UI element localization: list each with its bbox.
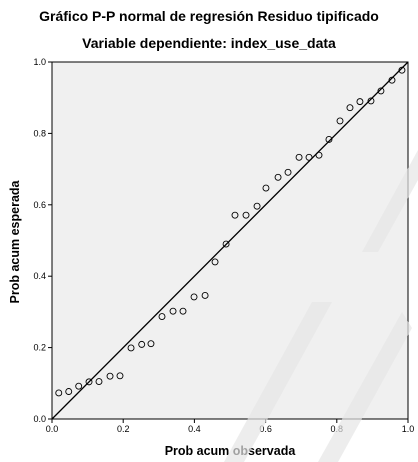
y-tick-label: 0.4 <box>33 271 46 281</box>
data-points <box>55 66 406 397</box>
data-point <box>284 168 292 176</box>
data-point <box>106 372 114 380</box>
data-point <box>336 117 344 125</box>
x-tick-label: 0.0 <box>46 424 59 434</box>
data-point <box>201 292 209 299</box>
data-point <box>315 151 323 159</box>
data-point <box>305 153 313 161</box>
x-tick-label: 0.4 <box>188 424 201 434</box>
data-point <box>356 98 364 106</box>
data-point <box>377 87 385 95</box>
reference-line <box>51 61 409 420</box>
chart-subtitle: Variable dependiente: index_use_data <box>82 35 336 51</box>
data-point <box>85 378 93 386</box>
data-point <box>274 173 282 181</box>
y-axis-label: Prob acum esperada <box>8 180 22 304</box>
data-point <box>262 184 270 192</box>
data-point <box>231 211 239 219</box>
x-tick-label: 1.0 <box>402 424 415 434</box>
data-point <box>211 258 219 266</box>
data-point <box>398 66 406 74</box>
data-point <box>75 382 83 390</box>
data-point <box>147 340 155 348</box>
data-point <box>242 211 250 219</box>
data-point <box>179 307 187 315</box>
data-point <box>158 313 166 320</box>
data-point <box>169 307 177 315</box>
data-point <box>95 378 103 385</box>
y-tick-label: 1.0 <box>33 57 46 67</box>
x-axis-ticks: 0.0 0.2 0.4 0.6 0.8 1.0 <box>46 419 415 434</box>
chart-title: Gráfico P-P normal de regresión Residuo … <box>39 8 379 24</box>
x-tick-label: 0.2 <box>117 424 130 434</box>
data-point <box>253 202 261 210</box>
y-axis-ticks: 0.0 0.2 0.4 0.6 0.8 1.0 <box>33 57 52 424</box>
x-tick-label: 0.6 <box>259 424 272 434</box>
data-point <box>346 104 354 112</box>
y-tick-label: 0.0 <box>33 414 46 424</box>
data-point <box>190 293 198 301</box>
data-point <box>325 136 333 143</box>
data-point <box>138 340 146 348</box>
x-tick-label: 0.8 <box>331 424 344 434</box>
data-point <box>295 153 303 161</box>
x-axis-label: Prob acum observada <box>164 444 296 458</box>
data-point <box>388 76 396 84</box>
data-point <box>65 388 73 395</box>
data-point <box>127 344 135 352</box>
data-point <box>222 240 230 248</box>
data-point <box>367 97 375 105</box>
data-point <box>116 372 124 380</box>
y-tick-label: 0.2 <box>33 343 46 353</box>
data-point <box>55 389 63 397</box>
y-tick-label: 0.8 <box>33 128 46 138</box>
y-tick-label: 0.6 <box>33 200 46 210</box>
